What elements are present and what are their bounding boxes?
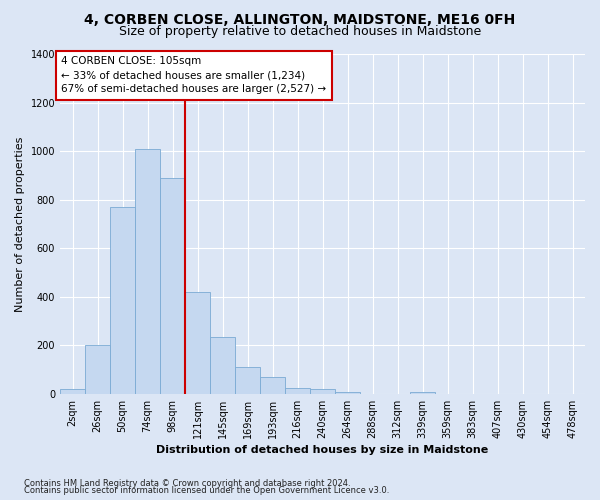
Text: Size of property relative to detached houses in Maidstone: Size of property relative to detached ho… [119, 25, 481, 38]
Bar [135, 148, 160, 394]
Bar [410, 392, 435, 394]
Text: 4, CORBEN CLOSE, ALLINGTON, MAIDSTONE, ME16 0FH: 4, CORBEN CLOSE, ALLINGTON, MAIDSTONE, M… [85, 12, 515, 26]
X-axis label: Distribution of detached houses by size in Maidstone: Distribution of detached houses by size … [157, 445, 488, 455]
Text: 4 CORBEN CLOSE: 105sqm
← 33% of detached houses are smaller (1,234)
67% of semi-: 4 CORBEN CLOSE: 105sqm ← 33% of detached… [61, 56, 326, 94]
Text: Contains HM Land Registry data © Crown copyright and database right 2024.: Contains HM Land Registry data © Crown c… [24, 478, 350, 488]
Bar [110, 207, 135, 394]
Bar [160, 178, 185, 394]
Bar [310, 389, 335, 394]
Bar [285, 388, 310, 394]
Bar [210, 337, 235, 394]
Bar [235, 367, 260, 394]
Text: Contains public sector information licensed under the Open Government Licence v3: Contains public sector information licen… [24, 486, 389, 495]
Y-axis label: Number of detached properties: Number of detached properties [15, 136, 25, 312]
Bar [185, 292, 210, 394]
Bar [60, 389, 85, 394]
Bar [260, 377, 285, 394]
Bar [85, 346, 110, 394]
Bar [335, 392, 360, 394]
